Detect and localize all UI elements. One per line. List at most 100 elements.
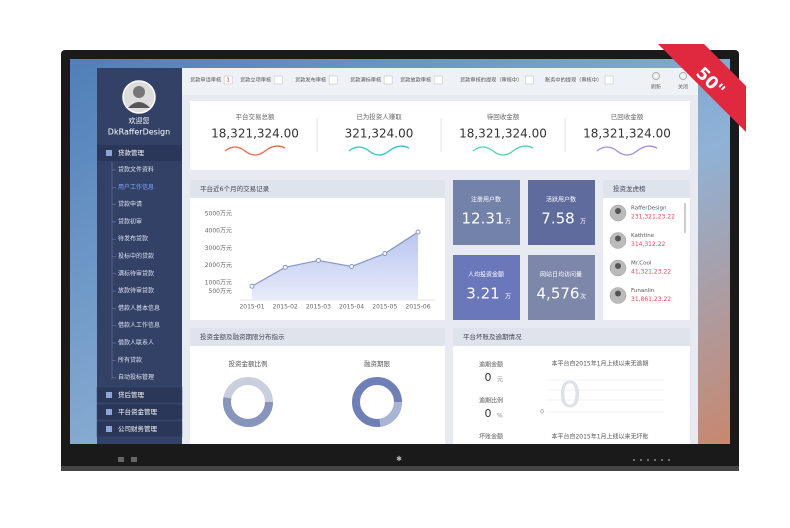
overdue-value: 0 — [485, 407, 492, 420]
kpi-label: 注册用户数 — [471, 196, 501, 204]
y-tick-label: 5000万元 — [205, 211, 232, 218]
stat-wave — [472, 145, 534, 156]
menu-item[interactable]: 贷款申请 — [118, 200, 142, 208]
stat-value: 18,321,324.00 — [459, 127, 547, 141]
menu-item[interactable]: 投标中的贷款 — [118, 252, 154, 260]
menu-icon — [106, 392, 112, 398]
kpi-tile — [528, 255, 595, 320]
toolbar-tab[interactable]: 贷款发布审核 — [295, 76, 326, 84]
menu-item[interactable]: 所有贷款 — [118, 356, 142, 364]
tab-checkbox — [433, 75, 443, 85]
x-tick-label: 2015-04 — [339, 304, 364, 311]
kpi-unit: 万 — [580, 219, 586, 226]
point — [249, 283, 255, 289]
investor-amount: 31,861,23.22 — [631, 296, 671, 303]
menu-item[interactable]: 借款人联系人 — [118, 339, 154, 347]
menu-section-label: 贷款管理 — [118, 148, 145, 157]
big-zero: 0 — [559, 375, 582, 416]
menu-item[interactable]: 贷款文件资料 — [118, 166, 154, 174]
toolbar-tab[interactable]: 贷款放款审核 — [400, 76, 431, 84]
stat-label: 平台交易总额 — [236, 112, 276, 121]
menu-item[interactable]: 自动投标管理 — [118, 373, 154, 381]
overdue-note: 本平台自2015年1月上线以来无逾期 — [551, 360, 648, 368]
investor-name: Funanlin — [631, 288, 655, 294]
bezel-dots — [633, 459, 670, 461]
donut-arc — [352, 377, 402, 427]
menu-item[interactable]: 待发布贷款 — [118, 235, 148, 243]
menu-item[interactable]: 借款人工作信息 — [118, 321, 160, 329]
overdue-label: 逾期金额 — [479, 361, 503, 369]
x-tick-label: 2015-01 — [239, 304, 264, 311]
investor-amount: 41,321,23.22 — [631, 269, 671, 276]
x-tick-label: 2015-05 — [372, 304, 397, 311]
menu-item[interactable]: 借款人基本信息 — [118, 304, 160, 312]
kpi-unit: 万 — [505, 294, 511, 301]
menu-icon — [106, 409, 112, 415]
y-tick-label: 500万元 — [209, 288, 232, 295]
investor-amount: 231,321,23.22 — [631, 214, 675, 221]
greeting: 欢迎您 — [129, 116, 150, 125]
x-tick-label: 2015-06 — [405, 304, 430, 311]
action-icon — [679, 72, 687, 80]
toolbar-tab[interactable]: 账务中的提现（审核中） — [545, 76, 602, 84]
donut-label: 投资金额比例 — [229, 359, 268, 368]
stat-value: 18,321,324.00 — [583, 127, 671, 141]
menu-item[interactable]: 满标待审贷款 — [118, 269, 154, 277]
sidebar — [97, 68, 182, 444]
point — [315, 257, 321, 263]
menu-section — [97, 145, 182, 161]
kpi-label: 网站日均访问量 — [540, 271, 582, 279]
kpi-value: 4,576 — [537, 285, 580, 303]
tab-checkbox — [223, 75, 233, 85]
kpi-value: 7.58 — [541, 210, 574, 228]
menu-section-label[interactable]: 公司财务管理 — [118, 424, 158, 433]
toolbar-action[interactable]: 刷新 — [651, 84, 661, 91]
investor-name: RafferDesign — [631, 206, 667, 212]
menu-item[interactable]: 贷款初审 — [118, 217, 142, 225]
investor-avatar-head — [615, 235, 621, 242]
mini-axis-label: 0 — [540, 409, 544, 416]
y-tick-label: 2000万元 — [205, 262, 232, 269]
toolbar-tab[interactable]: 贷款申请审核 — [190, 76, 221, 84]
line — [251, 231, 419, 287]
avatar-head — [133, 86, 145, 98]
stat-wave — [224, 145, 286, 156]
toolbar-tab[interactable]: 贷款审核的提现（审核中） — [460, 76, 522, 84]
bezel-edge — [61, 466, 739, 471]
avatar-body — [128, 102, 150, 108]
menu-section — [96, 420, 183, 438]
menu-section-label[interactable]: 贷后管理 — [118, 390, 145, 399]
point — [415, 229, 421, 235]
menu-section — [96, 403, 183, 421]
stat-value: 18,321,324.00 — [211, 127, 299, 141]
kpi-unit: 次 — [580, 293, 586, 301]
bezel-icon — [131, 457, 137, 462]
kpi-unit: 万 — [505, 219, 511, 226]
overdue-label: 坏账金额 — [479, 433, 503, 441]
kpi-tile — [453, 255, 520, 320]
kpi-tile — [528, 180, 595, 245]
x-tick-label: 2015-02 — [273, 304, 298, 311]
stat-wave — [348, 145, 410, 156]
overdue-value: 0 — [485, 371, 492, 384]
menu-item[interactable]: 用户工作信息 — [118, 183, 154, 191]
toolbar-action[interactable]: 关闭 — [678, 84, 688, 91]
toolbar-tab[interactable]: 贷款满标审核 — [350, 76, 381, 84]
stats-card — [190, 101, 690, 170]
menu-icon — [106, 150, 112, 156]
action-icon — [652, 72, 660, 80]
donut-arc — [223, 377, 273, 427]
bezel-icon — [118, 457, 124, 462]
stat-label: 待回收金额 — [487, 112, 520, 121]
menu-section-label[interactable]: 平台资金管理 — [118, 407, 158, 416]
kpi-value: 3.21 — [466, 285, 499, 303]
menu-item[interactable]: 放款待审贷款 — [118, 287, 154, 295]
toolbar-tab[interactable]: 贷款立项审核 — [240, 76, 271, 84]
scrollbar — [684, 203, 686, 233]
card-header — [453, 328, 690, 346]
stat-value: 321,324.00 — [345, 127, 414, 141]
investor-avatar-head — [615, 208, 621, 214]
overdue-card — [453, 328, 690, 444]
